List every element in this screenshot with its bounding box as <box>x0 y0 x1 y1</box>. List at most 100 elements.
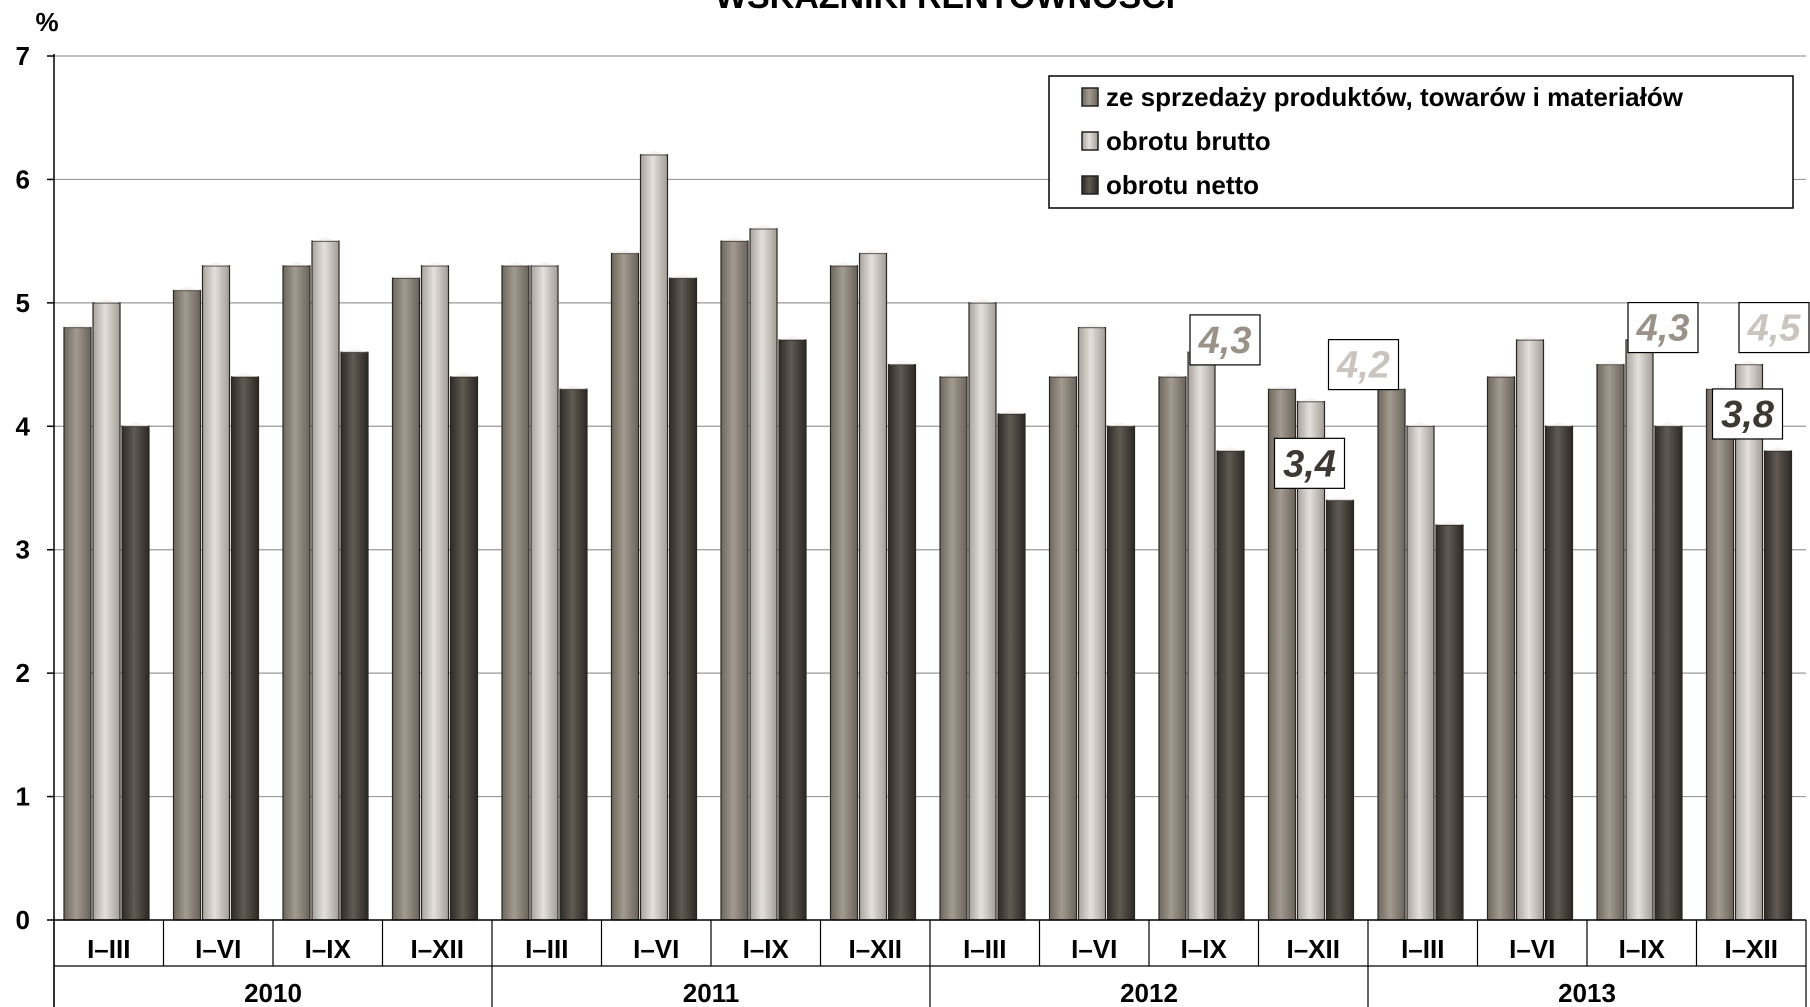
year-label: 2011 <box>683 978 739 1007</box>
bar <box>749 228 778 921</box>
x-tick-label: I–III <box>87 934 130 964</box>
bar <box>778 339 807 921</box>
bar-top <box>1436 521 1463 526</box>
bar <box>420 265 450 921</box>
x-tick-label: I–IX <box>1181 934 1228 964</box>
bars <box>63 150 1793 921</box>
year-label: 2010 <box>244 978 302 1007</box>
bar <box>997 413 1026 921</box>
y-axis-ticks: 0 1 2 3 4 5 6 7 <box>16 41 54 935</box>
bar <box>1763 450 1793 921</box>
bar-top <box>669 274 697 279</box>
bar-top <box>1107 422 1135 427</box>
bar <box>311 240 340 921</box>
x-tick-label: I–III <box>1401 934 1444 964</box>
legend-swatch-net <box>1081 175 1099 195</box>
bar-top <box>173 286 201 291</box>
bar <box>1325 499 1355 921</box>
bar-top <box>202 261 230 266</box>
bar-top <box>721 237 748 242</box>
legend-swatch-sales <box>1081 87 1099 107</box>
bar <box>391 277 421 921</box>
bar <box>1406 425 1435 921</box>
bar <box>63 326 92 921</box>
bar-top <box>421 261 449 266</box>
bar <box>121 425 150 921</box>
data-label: 3,8 <box>1721 394 1775 436</box>
bar <box>829 265 859 921</box>
bar-top <box>93 298 120 303</box>
bar-top <box>1516 335 1544 340</box>
bar-top <box>1078 323 1106 328</box>
bar-top <box>969 298 996 303</box>
bar <box>639 154 669 921</box>
year-label: 2013 <box>1558 978 1616 1007</box>
bar <box>1187 351 1216 921</box>
bar <box>1377 388 1406 921</box>
bar-top <box>1487 372 1515 377</box>
bar <box>172 289 202 921</box>
bar-top <box>64 323 91 328</box>
bar-top <box>830 261 858 266</box>
chart-title: WSKAŹNIKI RENTOWNOŚCI <box>715 0 1175 16</box>
y-axis-unit: % <box>35 7 58 37</box>
y-tick-label: 3 <box>16 535 30 565</box>
bar-top <box>1297 397 1325 402</box>
bar <box>1544 425 1574 921</box>
bar <box>1596 363 1625 921</box>
data-label: 4,3 <box>1636 308 1690 350</box>
bar <box>449 376 479 921</box>
bar <box>1077 326 1107 921</box>
bar-top <box>122 422 149 427</box>
bar <box>720 240 749 921</box>
x-tick-label: I–XII <box>1287 934 1340 964</box>
bar <box>1216 450 1245 921</box>
bar-top <box>940 372 967 377</box>
bar-top <box>1326 496 1354 501</box>
data-label-box <box>1189 314 1261 366</box>
y-tick-label: 6 <box>16 164 30 194</box>
x-tick-label: I–IX <box>743 934 790 964</box>
data-label-box <box>1273 437 1346 489</box>
bar <box>1435 524 1464 921</box>
y-tick-label: 4 <box>16 411 31 441</box>
bar <box>610 252 640 921</box>
bar <box>559 388 588 921</box>
x-tick-label: I–VI <box>195 934 241 964</box>
bar-top <box>450 372 478 377</box>
legend-swatch-gross <box>1081 131 1099 151</box>
bar <box>1048 376 1078 921</box>
y-tick-label: 1 <box>16 782 30 812</box>
bar-top <box>1597 360 1624 365</box>
bar <box>530 265 559 921</box>
year-label: 2012 <box>1120 978 1178 1007</box>
bar-top <box>859 249 887 254</box>
x-tick-label: I–IX <box>305 934 352 964</box>
x-axis-categories: I–III I–VI I–IX I–XII I–III I–VI I–IX I–XII I–II… <box>87 934 1778 1007</box>
x-tick-label: I–III <box>963 934 1006 964</box>
legend-label-net: obrotu netto <box>1106 170 1259 200</box>
axes <box>53 54 1807 1007</box>
bar-top <box>531 261 558 266</box>
bar-top <box>640 150 668 155</box>
bar-top <box>312 237 339 242</box>
bar-top <box>1217 446 1244 451</box>
x-tick-label: I–IX <box>1619 934 1666 964</box>
bar <box>282 265 311 921</box>
y-tick-label: 0 <box>16 905 30 935</box>
bar-top <box>231 372 259 377</box>
data-label-box <box>1711 388 1784 440</box>
legend-label-gross: obrotu brutto <box>1106 126 1271 156</box>
data-label: 4,5 <box>1747 308 1802 350</box>
data-label-box <box>1627 301 1699 354</box>
data-label-box <box>1327 339 1400 391</box>
bar-top <box>750 224 777 229</box>
bar-top <box>1735 360 1763 365</box>
bar-top <box>779 335 806 340</box>
bar-top <box>1159 372 1186 377</box>
x-tick-label: I–III <box>525 934 568 964</box>
y-tick-label: 2 <box>16 658 30 688</box>
bar <box>1705 388 1735 921</box>
x-tick-label: I–VI <box>1509 934 1555 964</box>
